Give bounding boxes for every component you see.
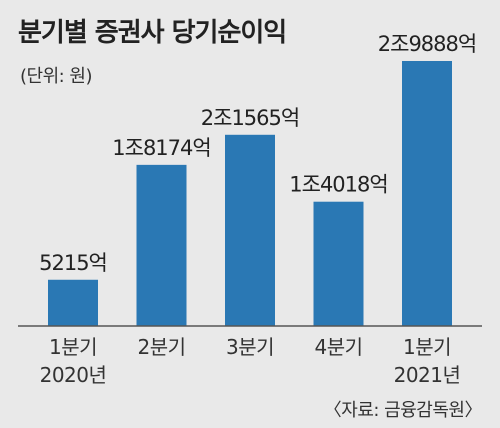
bar-1 [136,164,187,326]
category-label-3-0: 4분기 [314,335,362,359]
value-label-1: 1조8174억 [112,136,210,160]
category-label-1-0: 2분기 [137,335,185,359]
unit-note: (단위: 원) [20,66,93,87]
value-label-2: 2조1565억 [201,106,299,130]
chart-title: 분기별 증권사 당기순이익 [18,18,287,48]
category-label-4-1: 2021년 [394,363,461,387]
category-label-2-0: 3분기 [226,335,274,359]
bar-3 [313,201,364,326]
category-label-0-0: 1분기 [49,335,97,359]
value-label-0: 5215억 [39,251,107,275]
value-label-4: 2조9888억 [378,32,476,56]
category-label-4-0: 1분기 [403,335,451,359]
value-label-3: 1조4018억 [289,173,387,197]
bar-2 [225,134,275,326]
category-label-0-1: 2020년 [40,363,107,387]
bar-0 [48,279,98,326]
source-note: 〈자료: 금융감독원〉 [323,400,483,421]
bar-4 [402,60,452,326]
